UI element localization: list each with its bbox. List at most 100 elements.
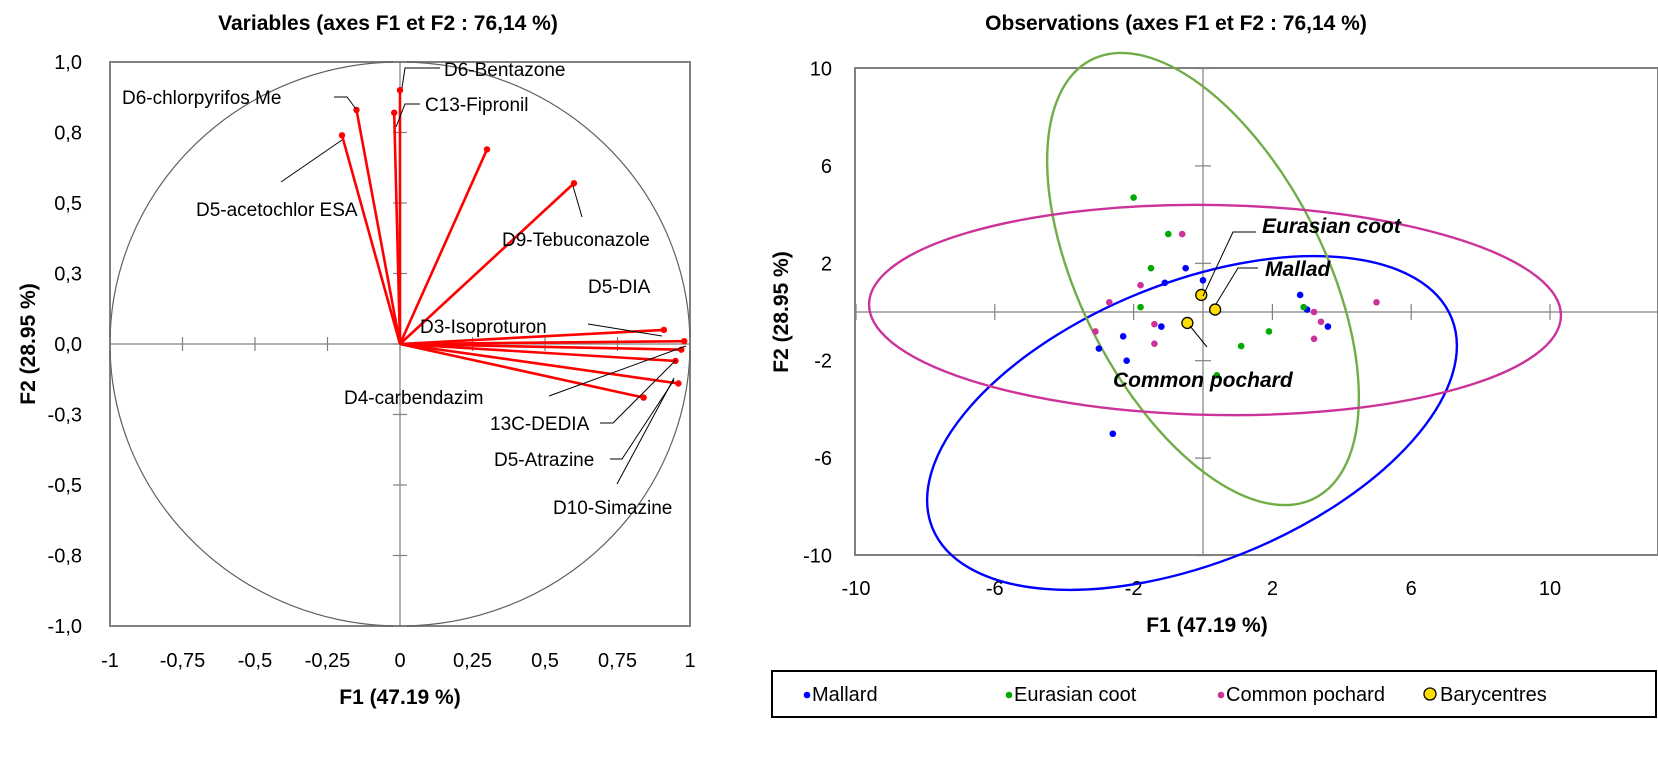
barycentre-label-common-pochard: Common pochard <box>1113 369 1294 392</box>
variables-y-tick-label: -0,5 <box>48 475 82 497</box>
point-mallard <box>1199 277 1207 284</box>
label-d5-atrazine: D5-Atrazine <box>494 450 594 471</box>
observations-y-tick-labels: 10 6 2 -2 -6 -10 <box>803 59 832 568</box>
ellipse-common-pochard <box>867 203 1563 417</box>
label-d3-isoproturon: D3-Isoproturon <box>420 317 547 338</box>
leader-line-common-pochard <box>1189 325 1208 348</box>
observations-x-tick-labels: -10 -6 -2 2 6 10 <box>842 578 1562 600</box>
variables-y-tick-label: -1,0 <box>48 616 82 638</box>
variables-y-tick-label: 0,3 <box>54 264 82 286</box>
leader-line-d10-simazine <box>616 377 675 485</box>
point-eurasian-coot <box>1165 230 1172 238</box>
variables-x-tick-label: 1 <box>684 650 695 672</box>
vector-c13-fipronil <box>391 109 402 345</box>
point-eurasian-coot <box>1265 328 1273 335</box>
point-common-pochard <box>1373 298 1380 306</box>
point-eurasian-coot <box>1237 342 1245 350</box>
vector-d10-simazine <box>399 342 647 401</box>
point-common-pochard <box>1178 230 1186 238</box>
point-common-pochard <box>1310 308 1318 316</box>
variables-x-axis-label: F1 (47.19 %) <box>339 686 460 709</box>
variables-x-tick-label: 0,5 <box>531 650 559 672</box>
series-eurasian-coot <box>1130 194 1307 379</box>
vector-d5-dia <box>399 326 668 346</box>
variables-y-tick-label: 0,8 <box>54 123 82 145</box>
label-c13-fipronil: C13-Fipronil <box>425 95 528 116</box>
point-common-pochard <box>1092 328 1099 335</box>
label-d5-dia: D5-DIA <box>588 277 651 298</box>
variables-x-tick-label: 0,75 <box>598 650 637 672</box>
variables-x-tick-label: -0,75 <box>160 650 206 672</box>
leader-line-d9-tebuconazole <box>572 185 583 218</box>
vector-d9-tebuconazole <box>399 180 578 345</box>
barycentre-label-eurasian-coot: Eurasian coot <box>1262 215 1402 238</box>
observations-y-tick-label: 6 <box>821 156 832 178</box>
vector-d6-metazachlor-esa <box>398 146 491 345</box>
observations-x-tick-label: 10 <box>1539 578 1561 600</box>
legend-item-common-pochard: Common pochard <box>1217 684 1385 706</box>
observations-x-tick-label: 2 <box>1267 578 1278 600</box>
point-eurasian-coot <box>1300 303 1307 311</box>
vector-d3-isoproturon <box>399 337 688 346</box>
point-common-pochard <box>1317 318 1325 326</box>
variables-y-tick-labels: 1,0 0,8 0,5 0,3 0,0 -0,3 -0,5 -0,8 -1,0 <box>48 52 82 638</box>
leader-line-c13-fipronil <box>395 103 420 128</box>
observations-panel: Observations (axes F1 et F2 : 76,14 %) -… <box>770 12 1658 718</box>
legend-item-mallard: Mallard <box>803 684 878 706</box>
series-barycentres <box>1181 288 1222 330</box>
point-mallard <box>1123 357 1130 365</box>
point-mallard <box>1324 323 1332 330</box>
point-common-pochard <box>1106 298 1113 306</box>
point-mallard <box>1161 279 1169 287</box>
leader-line-mallad <box>1215 267 1258 305</box>
variables-x-tick-labels: -1 -0,75 -0,5 -0,25 0 0,25 0,5 0,75 1 <box>101 650 695 672</box>
barycentre-point <box>1195 288 1208 302</box>
label-13c-dedia: 13C-DEDIA <box>490 414 590 435</box>
observations-x-tick-label: -2 <box>1125 578 1143 600</box>
observations-y-tick-label: 10 <box>810 59 832 81</box>
variable-vectors <box>338 87 688 401</box>
variables-y-tick-label: -0,8 <box>48 546 82 568</box>
label-d10-simazine: D10-Simazine <box>553 498 672 519</box>
point-mallard <box>1296 291 1304 299</box>
leader-line-d5-acetochlor-esa <box>280 139 343 183</box>
observations-x-tick-label: -6 <box>986 578 1004 600</box>
svg-text:Common pochard: Common pochard <box>1226 684 1385 706</box>
point-mallard <box>1109 430 1117 438</box>
variables-x-tick-label: 0 <box>394 650 405 672</box>
point-eurasian-coot <box>1213 372 1221 379</box>
point-common-pochard <box>1137 281 1144 289</box>
variables-chart-title: Variables (axes F1 et F2 : 76,14 %) <box>218 12 558 35</box>
observations-y-axis-label: F2 (28.95 %) <box>770 251 793 372</box>
leader-line-13c-dedia <box>600 359 677 424</box>
point-common-pochard <box>1310 335 1318 343</box>
vector-d5-atrazine <box>399 342 682 387</box>
point-mallard <box>1158 323 1165 330</box>
observations-x-tick-label: 6 <box>1406 578 1417 600</box>
variables-y-tick-label: 1,0 <box>54 52 82 74</box>
barycentre-point <box>1208 303 1222 316</box>
svg-text:Eurasian coot: Eurasian coot <box>1014 684 1137 706</box>
label-d9-tebuconazole: D9-Tebuconazole <box>502 230 650 251</box>
variables-panel: Variables (axes F1 et F2 : 76,14 %) -1 -0… <box>17 12 696 709</box>
barycentre-point <box>1181 316 1194 330</box>
variables-x-tick-label: -1 <box>101 650 119 672</box>
point-common-pochard <box>1151 320 1158 328</box>
legend-box <box>771 670 1657 718</box>
observations-x-axis-label: F1 (47.19 %) <box>1146 614 1267 637</box>
variables-y-tick-label: -0,3 <box>48 405 82 427</box>
observations-axes <box>855 67 1658 557</box>
svg-text:Mallard: Mallard <box>812 684 878 706</box>
variables-x-tick-label: 0,25 <box>453 650 492 672</box>
observations-chart-title: Observations (axes F1 et F2 : 76,14 %) <box>985 12 1367 35</box>
variable-labels: D6-Bentazone C13-Fipronil D6-chlorpyrifos … <box>122 60 687 519</box>
variables-y-axis-label: F2 (28.95 %) <box>17 283 40 404</box>
label-d5-acetochlor-esa: D5-acetochlor ESA <box>196 200 358 221</box>
point-eurasian-coot <box>1137 303 1144 311</box>
series-common-pochard <box>1092 230 1380 347</box>
label-d6-bentazone: D6-Bentazone <box>444 60 565 81</box>
leader-line-d3-isoproturon <box>587 323 663 337</box>
variables-x-tick-label: -0,5 <box>238 650 272 672</box>
observations-x-tick-label: -10 <box>842 578 871 600</box>
